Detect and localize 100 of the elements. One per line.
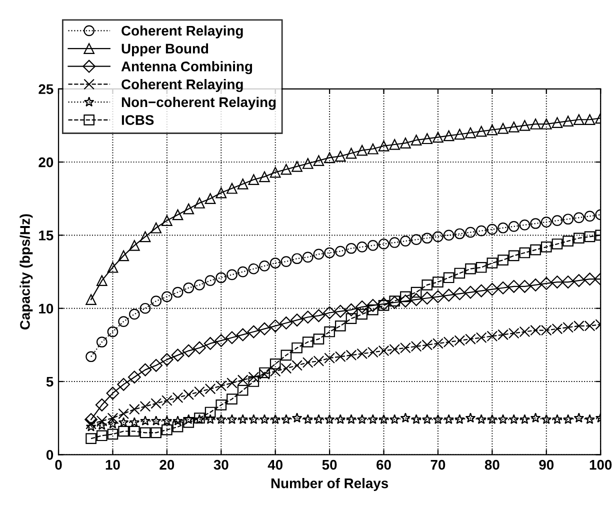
point <box>172 286 184 298</box>
point <box>388 296 402 309</box>
point <box>420 292 434 305</box>
point <box>150 416 162 426</box>
point <box>562 236 574 246</box>
point <box>377 298 390 310</box>
point <box>410 293 423 306</box>
point <box>259 260 270 272</box>
point <box>193 341 206 354</box>
point <box>162 395 172 406</box>
point <box>552 215 563 226</box>
point <box>443 230 454 241</box>
point <box>118 426 129 437</box>
point <box>162 291 172 302</box>
point <box>183 203 194 214</box>
point <box>389 139 400 150</box>
point <box>324 414 335 424</box>
y-tick-label: 15 <box>39 230 54 240</box>
point <box>108 418 118 428</box>
point <box>562 414 574 424</box>
point <box>162 424 172 436</box>
point <box>183 414 194 424</box>
point <box>107 262 118 273</box>
point <box>128 370 141 384</box>
legend-label: Coherent Relaying <box>122 79 243 92</box>
point <box>172 392 184 404</box>
point <box>96 416 108 426</box>
point <box>107 412 118 424</box>
point <box>550 276 564 288</box>
point <box>237 178 248 190</box>
point <box>160 353 174 366</box>
point <box>86 294 96 305</box>
point <box>248 263 260 274</box>
point <box>335 414 346 424</box>
point <box>552 117 563 128</box>
point <box>465 127 476 138</box>
point <box>356 414 368 424</box>
point <box>540 277 553 290</box>
point <box>507 280 520 293</box>
point <box>150 358 163 372</box>
point <box>237 374 248 386</box>
point <box>520 414 530 424</box>
point <box>323 306 336 320</box>
point <box>292 161 302 172</box>
point <box>270 358 281 370</box>
point <box>519 120 530 131</box>
point <box>465 412 476 423</box>
point <box>530 118 541 130</box>
point <box>216 380 227 392</box>
point <box>140 427 151 438</box>
point <box>270 366 281 377</box>
point <box>540 241 552 252</box>
point <box>508 221 520 232</box>
point <box>280 164 292 175</box>
point <box>237 384 248 396</box>
point <box>216 400 227 410</box>
point <box>474 284 488 298</box>
point <box>324 326 335 338</box>
legend-label: ICBS <box>122 115 154 125</box>
point <box>128 240 140 251</box>
point <box>204 275 216 286</box>
point <box>356 144 368 156</box>
point <box>237 266 248 278</box>
point <box>519 247 530 258</box>
point <box>465 226 476 238</box>
point <box>313 248 324 260</box>
point <box>454 128 466 140</box>
point <box>86 421 96 432</box>
point <box>584 210 596 222</box>
point <box>204 193 216 204</box>
point <box>378 300 390 311</box>
point <box>487 414 498 424</box>
point <box>302 252 314 263</box>
point <box>259 414 270 424</box>
point <box>236 328 250 342</box>
point <box>465 263 476 274</box>
point <box>313 155 324 166</box>
point <box>540 216 552 228</box>
point <box>172 421 184 432</box>
point <box>334 320 346 332</box>
x-tick-label: 10 <box>106 460 120 470</box>
point <box>96 430 108 442</box>
point <box>498 254 508 266</box>
y-tick-label: 10 <box>39 304 54 314</box>
point <box>378 140 390 152</box>
x-tick-label: 60 <box>376 460 391 470</box>
point <box>172 209 184 220</box>
point <box>194 386 205 398</box>
point <box>162 215 172 226</box>
x-tick-label: 80 <box>484 460 500 470</box>
point <box>270 258 281 268</box>
point <box>540 118 552 130</box>
point <box>280 362 292 374</box>
point <box>486 282 499 296</box>
point <box>216 187 227 198</box>
point <box>368 304 378 316</box>
legend-label: Antenna Combining <box>121 61 252 74</box>
point <box>454 414 465 424</box>
point <box>476 126 487 137</box>
point <box>344 303 358 316</box>
